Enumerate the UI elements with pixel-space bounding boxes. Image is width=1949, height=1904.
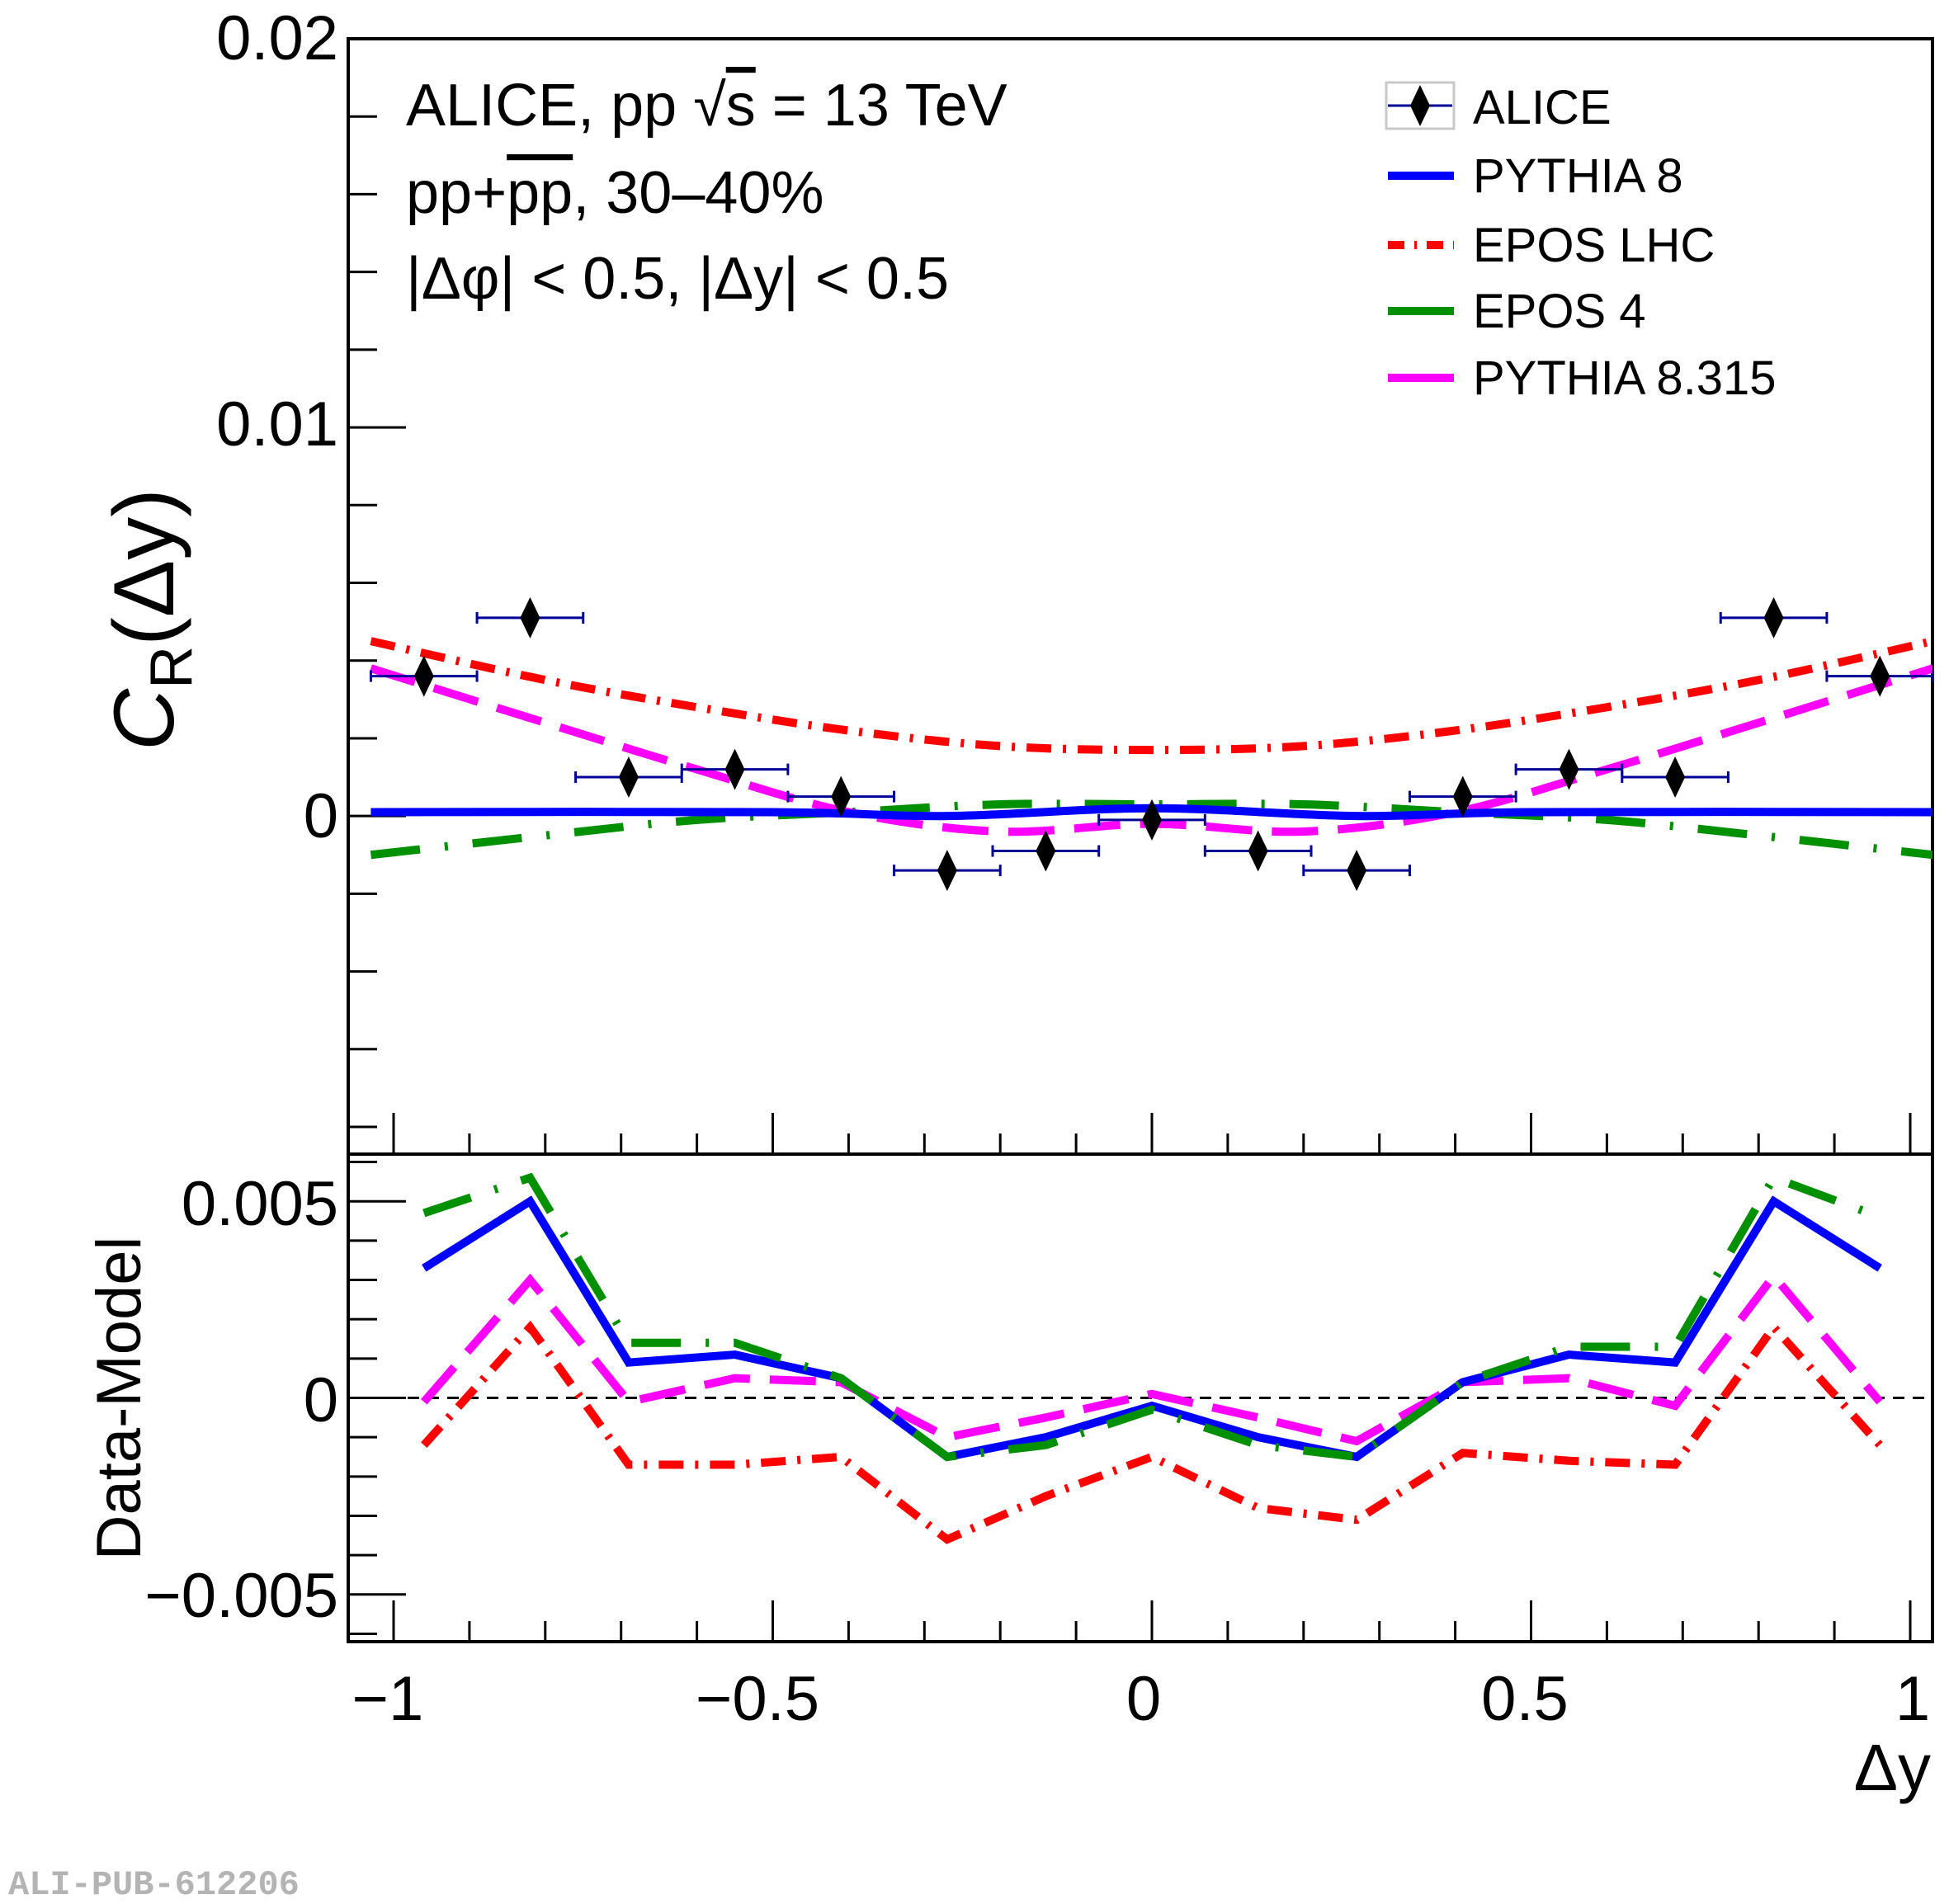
lower-series-pythia-8	[422, 1195, 1882, 1462]
annotation-line2a: pp+	[406, 160, 507, 226]
svg-text:ALICE, pp √s = 13: ALICE, pp √s = 13 TeV	[406, 73, 1008, 139]
svg-text:ALICE: ALICE	[1473, 81, 1612, 134]
xtick-label: −0.5	[696, 1664, 819, 1734]
upper-y-axis-title: CR(Δy)	[97, 488, 205, 751]
diamond-marker	[1036, 830, 1056, 872]
lower-y-axis-title: Data-Model	[84, 1237, 154, 1561]
upper-ytick-label: 0.01	[216, 389, 338, 460]
upper-ytick-label: 0.02	[216, 3, 338, 73]
diamond-marker	[1559, 748, 1579, 790]
lower-ytick-label: 0	[304, 1365, 338, 1435]
diamond-marker	[937, 850, 957, 892]
data-point	[893, 850, 1002, 892]
data-point	[1097, 799, 1206, 841]
lower-series-epos-lhc	[421, 1320, 1883, 1544]
lower-axis-ticks	[348, 1161, 1912, 1642]
lower-ytick-label: 0.005	[182, 1169, 338, 1239]
data-point	[1203, 830, 1313, 872]
data-point	[1408, 775, 1517, 818]
data-point	[475, 596, 585, 639]
xtick-label: 1	[1895, 1664, 1930, 1734]
xtick-label: 0.5	[1481, 1664, 1569, 1734]
data-point	[1302, 850, 1411, 892]
legend: ALICE PYTHIA 8 EPOS LHC EPOS 4 PYTHIA 8.…	[1385, 81, 1777, 405]
ylabel-main: C	[97, 688, 192, 751]
data-point	[786, 775, 896, 818]
data-point	[574, 756, 683, 799]
lower-series-group	[348, 1172, 1932, 1544]
data-point	[991, 830, 1101, 872]
xtick-label: 0	[1126, 1664, 1161, 1734]
ylabel-arg: (Δy)	[97, 488, 192, 646]
legend-entry-pythia8: PYTHIA 8	[1388, 149, 1683, 203]
diamond-marker	[831, 775, 852, 818]
upper-data-points	[369, 596, 1935, 892]
diamond-marker	[413, 655, 434, 697]
data-point	[1514, 748, 1624, 790]
upper-ytick-label: 0	[304, 781, 338, 851]
data-point	[1621, 756, 1730, 799]
annotation-line1b: = 13 TeV	[772, 73, 1008, 139]
diamond-marker	[618, 756, 639, 799]
svg-text:EPOS LHC: EPOS LHC	[1473, 219, 1715, 272]
svg-text:PYTHIA 8: PYTHIA 8	[1473, 149, 1683, 203]
data-point	[369, 655, 479, 697]
diamond-marker	[1763, 596, 1784, 639]
svg-text:pp+pp, 30–40%: pp+pp, 30–40%	[406, 160, 823, 226]
x-axis-title: Δy	[1854, 1731, 1931, 1804]
diamond-marker	[1665, 756, 1686, 799]
svg-text:EPOS 4: EPOS 4	[1473, 285, 1646, 338]
annotation-line1-s: s	[726, 73, 756, 139]
diamond-marker	[724, 748, 745, 790]
diamond-marker	[1248, 830, 1268, 872]
diamond-marker-icon	[1410, 85, 1430, 126]
lower-series-epos-4	[422, 1172, 1881, 1462]
data-point	[680, 748, 790, 790]
legend-entry-pythia8315: PYTHIA 8.315	[1388, 351, 1777, 405]
annotation-line1a: ALICE, pp	[406, 73, 677, 139]
annotation-line3: |Δφ| < 0.5, |Δy| < 0.5	[406, 246, 949, 312]
annotation-block: ALICE, pp √s = 13 TeV pp+pp, 30–40% |Δφ|…	[406, 73, 1008, 312]
annotation-line2b: , 30–40%	[573, 160, 823, 226]
diamond-marker	[520, 596, 540, 639]
legend-entry-epos-lhc: EPOS LHC	[1388, 219, 1715, 272]
lower-series-pythia-8-315	[420, 1269, 1884, 1446]
data-point	[1825, 655, 1935, 697]
diamond-marker	[1142, 799, 1162, 841]
lower-ytick-label: −0.005	[144, 1561, 338, 1631]
legend-entry-alice: ALICE	[1385, 81, 1612, 134]
watermark: ALI-PUB-612206	[8, 1865, 300, 1904]
svg-text:PYTHIA 8.315: PYTHIA 8.315	[1473, 351, 1777, 405]
ylabel-sub: R	[139, 646, 205, 689]
diamond-marker	[1347, 850, 1367, 892]
upper-axis-ticks	[348, 115, 1912, 1154]
xtick-label: −1	[352, 1664, 424, 1734]
annotation-line2-bar: pp	[507, 160, 573, 226]
legend-entry-epos4: EPOS 4	[1388, 285, 1646, 338]
svg-text:CR(Δy): CR(Δy)	[97, 488, 205, 751]
sqrt-sign: √	[693, 73, 726, 139]
data-point	[1719, 596, 1829, 639]
diamond-marker	[1452, 775, 1473, 818]
upper-series-epos-lhc	[370, 637, 1932, 755]
diamond-marker	[1870, 655, 1890, 697]
